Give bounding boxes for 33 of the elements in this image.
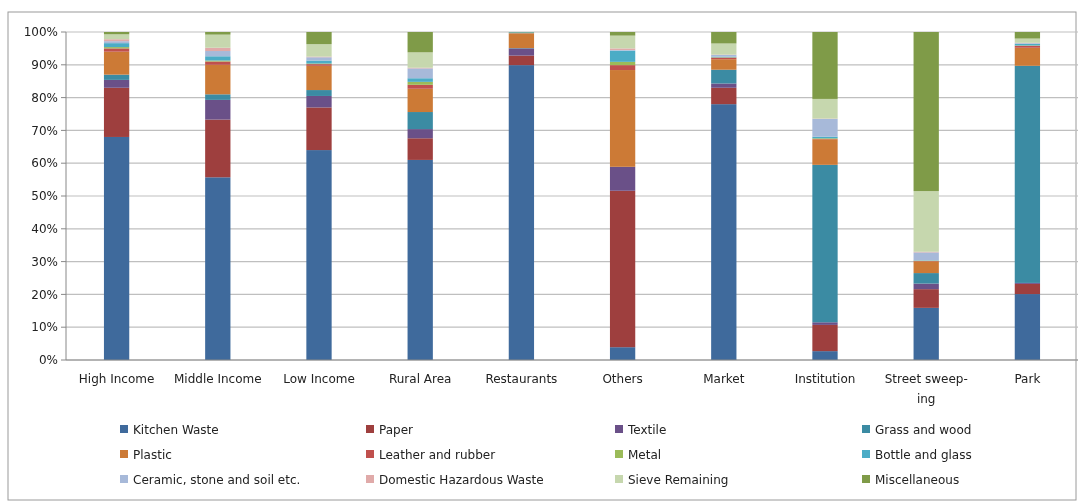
- x-tick-label: Low Income: [283, 372, 355, 386]
- legend-label: Miscellaneous: [875, 473, 960, 488]
- y-tick-label: 80%: [31, 90, 58, 105]
- y-tick-label: 40%: [31, 222, 58, 236]
- x-tick-label: Middle Income: [174, 372, 262, 386]
- y-tick-label: 60%: [31, 156, 58, 171]
- x-tick-label: Park: [1014, 372, 1041, 386]
- x-tick-label: High Income: [78, 372, 155, 386]
- legend-label: Kitchen Waste: [133, 423, 219, 438]
- y-tick-label: 0%: [38, 353, 58, 368]
- legend-label: Bottle and glass: [875, 448, 972, 463]
- legend-label: Textile: [627, 423, 667, 438]
- x-tick-label: Others: [602, 372, 643, 386]
- legend-label: Paper: [379, 423, 414, 438]
- x-tick-label: Market: [703, 372, 745, 386]
- y-tick-label: 30%: [31, 254, 58, 269]
- legend-label: Domestic Hazardous Waste: [379, 473, 544, 488]
- y-tick-label: 10%: [31, 320, 58, 335]
- y-tick-label: 70%: [31, 123, 58, 138]
- y-tick-label: 50%: [31, 189, 58, 204]
- legend-label: Plastic: [133, 448, 172, 463]
- legend-label: Sieve Remaining: [628, 473, 729, 488]
- legend-label: Metal: [628, 448, 662, 463]
- legend-label: Leather and rubber: [379, 448, 496, 463]
- legend-label: Grass and wood: [875, 423, 972, 438]
- y-tick-label: 20%: [31, 287, 58, 302]
- y-tick-label: 100%: [23, 25, 58, 40]
- x-tick-label: Institution: [794, 372, 856, 386]
- y-tick-label: 90%: [31, 58, 58, 72]
- x-tick-label: Street sweep-ing: [884, 372, 968, 406]
- x-tick-label: Restaurants: [485, 372, 558, 386]
- x-tick-label: Rural Area: [388, 372, 452, 386]
- legend-label: Ceramic, stone and soil etc.: [133, 473, 301, 488]
